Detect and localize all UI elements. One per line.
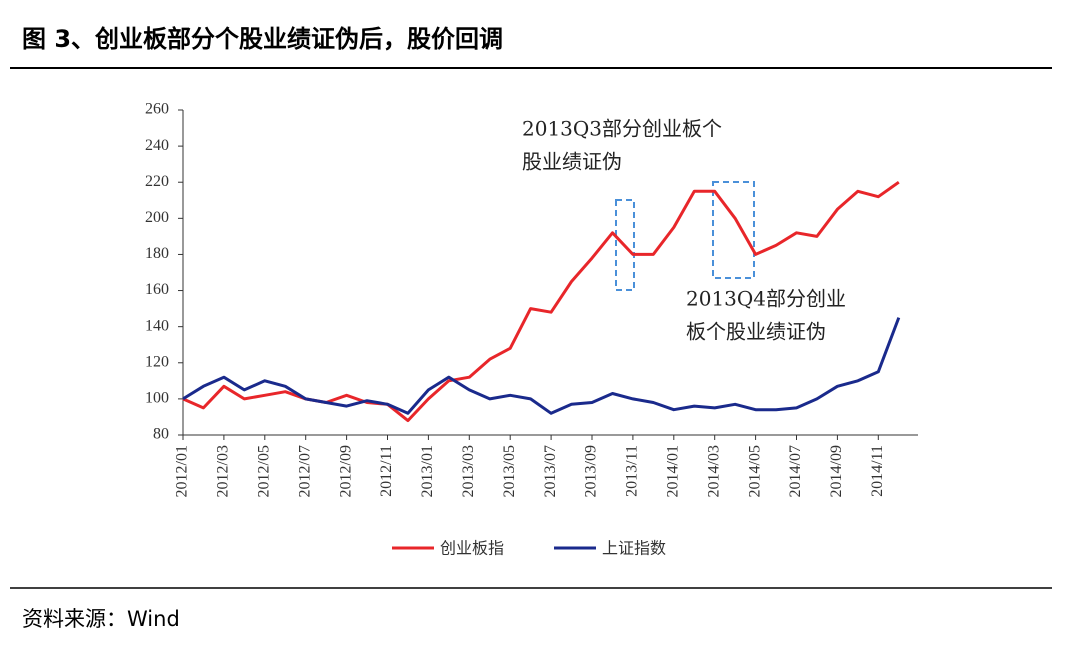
x-tick-label: 2013/05: [501, 445, 518, 497]
x-tick-label: 2014/11: [869, 445, 886, 497]
x-tick-label: 2014/07: [787, 445, 804, 497]
legend-label: 上证指数: [602, 539, 666, 558]
x-tick-label: 2014/03: [705, 445, 722, 497]
x-tick-label: 2014/05: [746, 445, 763, 497]
x-tick-label: 2013/03: [460, 445, 477, 497]
x-tick-label: 2013/01: [419, 445, 436, 497]
x-tick-label: 2012/11: [378, 445, 395, 497]
x-tick-label: 2013/09: [583, 445, 600, 497]
y-tick-label: 220: [145, 173, 169, 190]
highlight-box: [615, 199, 635, 291]
annotation: 2013Q4部分创业: [686, 287, 846, 311]
highlight-box: [712, 181, 755, 279]
x-tick-label: 2014/01: [664, 445, 681, 497]
y-tick-label: 180: [145, 245, 169, 262]
annotation: 股业绩证伪: [522, 150, 622, 174]
x-tick-label: 2014/09: [828, 445, 845, 497]
x-tick-label: 2012/09: [337, 445, 354, 497]
y-tick-label: 80: [153, 426, 169, 443]
x-tick-label: 2012/07: [296, 445, 313, 497]
x-tick-label: 2012/05: [255, 445, 272, 497]
y-tick-label: 100: [145, 390, 169, 407]
y-tick-label: 240: [145, 137, 169, 154]
annotation: 2013Q3部分创业板个: [522, 117, 722, 141]
y-tick-label: 200: [145, 209, 169, 226]
y-tick-label: 160: [145, 281, 169, 298]
x-tick-label: 2013/07: [542, 445, 559, 497]
source: 资料来源：Wind: [22, 607, 180, 631]
x-tick-label: 2012/01: [174, 445, 191, 497]
x-tick-label: 2013/11: [624, 445, 641, 497]
y-tick-label: 120: [145, 353, 169, 370]
y-tick-label: 260: [145, 101, 169, 118]
x-tick-label: 2012/03: [215, 445, 232, 497]
title: 图 3、创业板部分个股业绩证伪后，股价回调: [22, 25, 503, 53]
series-line: [182, 317, 901, 415]
y-tick-label: 140: [145, 317, 169, 334]
legend-label: 创业板指: [440, 539, 504, 558]
annotation: 板个股业绩证伪: [686, 320, 826, 344]
